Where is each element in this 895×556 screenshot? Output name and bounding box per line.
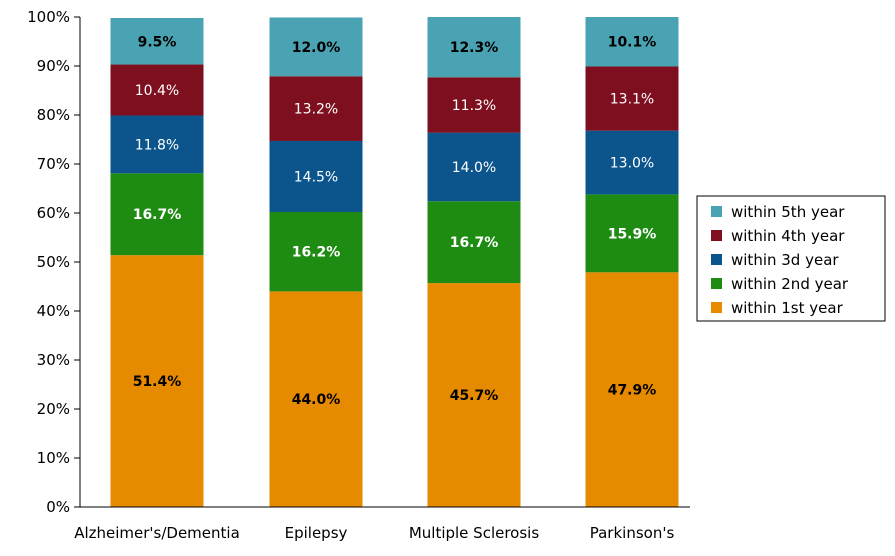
y-tick-label: 40% <box>37 302 70 320</box>
legend-swatch-within-5th-year <box>711 206 722 217</box>
data-label-multiple-sclerosis-within-4th-year: 11.3% <box>452 98 496 114</box>
data-label-parkinson-s-within-4th-year: 13.1% <box>610 92 654 108</box>
data-label-parkinson-s-within-2nd-year: 15.9% <box>608 226 657 242</box>
legend-swatch-within-3d-year <box>711 254 722 265</box>
legend-label-within-5th-year: within 5th year <box>731 203 845 221</box>
data-label-parkinson-s-within-3d-year: 13.0% <box>610 156 654 172</box>
y-tick-label: 90% <box>37 57 70 75</box>
legend: within 5th year within 4th year within 3d … <box>696 195 886 322</box>
data-label-epilepsy-within-2nd-year: 16.2% <box>292 245 341 261</box>
y-axis-ticks: 0% 10% 20% 30% 40% 50% 60% 70% 80% 90% 100% <box>27 8 80 516</box>
data-label-multiple-sclerosis-within-5th-year: 12.3% <box>450 40 499 56</box>
legend-box <box>696 195 886 322</box>
bar-segment-epilepsy-within-1st-year <box>269 291 363 507</box>
bars <box>110 17 679 507</box>
axes <box>79 17 690 508</box>
data-label-epilepsy-within-1st-year: 44.0% <box>292 392 341 408</box>
bar-segment-parkinson-s-within-1st-year <box>585 272 679 507</box>
data-label-parkinson-s-within-1st-year: 47.9% <box>608 383 657 399</box>
data-label-alzheimer-s-dementia-within-4th-year: 10.4% <box>135 83 179 99</box>
data-label-epilepsy-within-3d-year: 14.5% <box>294 169 338 185</box>
bar-segment-multiple-sclerosis-within-3d-year <box>427 132 521 202</box>
y-tick-label: 100% <box>27 8 70 26</box>
category-label-alzheimer-s-dementia: Alzheimer's/Dementia <box>74 524 240 542</box>
y-tick-label: 10% <box>37 449 70 467</box>
legend-label-within-2nd-year: within 2nd year <box>731 275 849 293</box>
data-label-alzheimer-s-dementia-within-3d-year: 11.8% <box>135 137 179 153</box>
bar-segment-alzheimer-s-dementia-within-4th-year <box>110 64 204 116</box>
bar-segment-multiple-sclerosis-within-5th-year <box>427 17 521 78</box>
bar-segment-parkinson-s-within-5th-year <box>585 17 679 67</box>
bar-segment-multiple-sclerosis-within-1st-year <box>427 283 521 507</box>
legend-swatch-within-4th-year <box>711 230 722 241</box>
bar-segment-alzheimer-s-dementia-within-2nd-year <box>110 173 204 256</box>
data-labels: 51.4% 16.7% 11.8% 10.4% 9.5% 44.0% 16.2% 14.5% 1… <box>133 34 657 408</box>
data-label-multiple-sclerosis-within-1st-year: 45.7% <box>450 388 499 404</box>
legend-label-within-3d-year: within 3d year <box>731 251 839 269</box>
bar-segment-alzheimer-s-dementia-within-1st-year <box>110 255 204 507</box>
bar-segment-alzheimer-s-dementia-within-3d-year <box>110 115 204 174</box>
data-label-multiple-sclerosis-within-2nd-year: 16.7% <box>450 235 499 251</box>
data-label-epilepsy-within-5th-year: 12.0% <box>292 40 341 56</box>
bar-segment-epilepsy-within-5th-year <box>269 17 363 77</box>
legend-swatch-within-2nd-year <box>711 278 722 289</box>
y-tick-label: 80% <box>37 106 70 124</box>
bar-segment-multiple-sclerosis-within-4th-year <box>427 77 521 133</box>
data-label-alzheimer-s-dementia-within-5th-year: 9.5% <box>138 34 177 50</box>
legend-swatch-within-1st-year <box>711 302 722 313</box>
y-tick-label: 0% <box>46 498 70 516</box>
legend-label-within-1st-year: within 1st year <box>731 299 844 317</box>
y-tick-label: 20% <box>37 400 70 418</box>
legend-label-within-4th-year: within 4th year <box>731 227 845 245</box>
data-label-multiple-sclerosis-within-3d-year: 14.0% <box>452 160 496 176</box>
y-tick-label: 50% <box>37 253 70 271</box>
bar-segment-parkinson-s-within-3d-year <box>585 130 679 195</box>
category-labels: Alzheimer's/Dementia Epilepsy Multiple Scl… <box>74 524 674 542</box>
bar-segment-multiple-sclerosis-within-2nd-year <box>427 201 521 284</box>
data-label-parkinson-s-within-5th-year: 10.1% <box>608 35 657 51</box>
bar-segment-parkinson-s-within-2nd-year <box>585 194 679 273</box>
y-tick-label: 70% <box>37 155 70 173</box>
bar-segment-epilepsy-within-4th-year <box>269 76 363 141</box>
data-label-alzheimer-s-dementia-within-2nd-year: 16.7% <box>133 207 182 223</box>
bar-segment-epilepsy-within-2nd-year <box>269 212 363 292</box>
y-tick-label: 30% <box>37 351 70 369</box>
data-label-epilepsy-within-4th-year: 13.2% <box>294 102 338 118</box>
category-label-multiple-sclerosis: Multiple Sclerosis <box>409 524 540 542</box>
y-tick-label: 60% <box>37 204 70 222</box>
data-label-alzheimer-s-dementia-within-1st-year: 51.4% <box>133 374 182 390</box>
bar-segment-parkinson-s-within-4th-year <box>585 66 679 131</box>
bar-segment-epilepsy-within-3d-year <box>269 140 363 213</box>
category-label-parkinson-s: Parkinson's <box>590 524 675 542</box>
category-label-epilepsy: Epilepsy <box>285 524 348 542</box>
bar-segment-alzheimer-s-dementia-within-5th-year <box>110 17 204 65</box>
